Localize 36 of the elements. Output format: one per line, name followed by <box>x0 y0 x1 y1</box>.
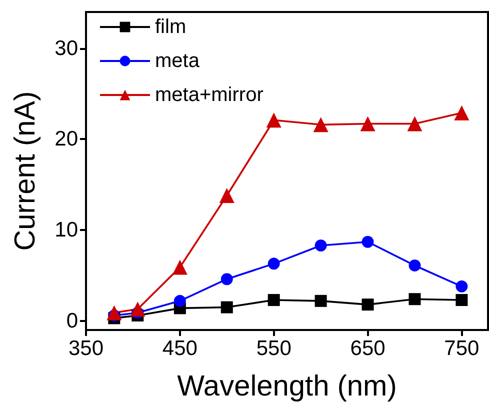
point <box>106 305 122 320</box>
point <box>407 116 422 132</box>
point <box>220 301 233 314</box>
y-tick-label: 20 <box>54 128 78 151</box>
point <box>174 294 186 307</box>
x-tick-label: 550 <box>256 337 292 360</box>
point <box>408 259 421 272</box>
point <box>220 273 233 286</box>
x-tick-label: 350 <box>68 337 104 360</box>
point <box>130 302 146 317</box>
x-tick-label: 650 <box>350 337 386 360</box>
x-tick-label: 750 <box>444 337 480 360</box>
point <box>314 240 327 252</box>
point <box>456 294 468 306</box>
legend-label: film <box>155 16 186 38</box>
point <box>314 294 327 307</box>
point <box>362 236 374 248</box>
y-tick-label: 10 <box>54 218 78 242</box>
legend-label: meta <box>155 50 200 72</box>
point <box>456 280 468 292</box>
point <box>268 258 280 270</box>
y-axis-title: Current (nA) <box>10 91 42 251</box>
legend-label: meta+mirror <box>155 84 264 106</box>
point <box>219 188 234 204</box>
x-tick-label: 450 <box>162 337 198 360</box>
point <box>172 260 188 275</box>
point <box>362 298 374 311</box>
x-axis-title: Wavelength (nm) <box>177 370 397 402</box>
point <box>268 294 280 306</box>
y-tick-label: 30 <box>54 36 78 60</box>
point <box>408 293 421 306</box>
point <box>266 112 282 128</box>
point <box>454 105 470 120</box>
point <box>313 117 328 132</box>
y-tick-label: 0 <box>66 309 78 332</box>
point <box>360 116 376 132</box>
